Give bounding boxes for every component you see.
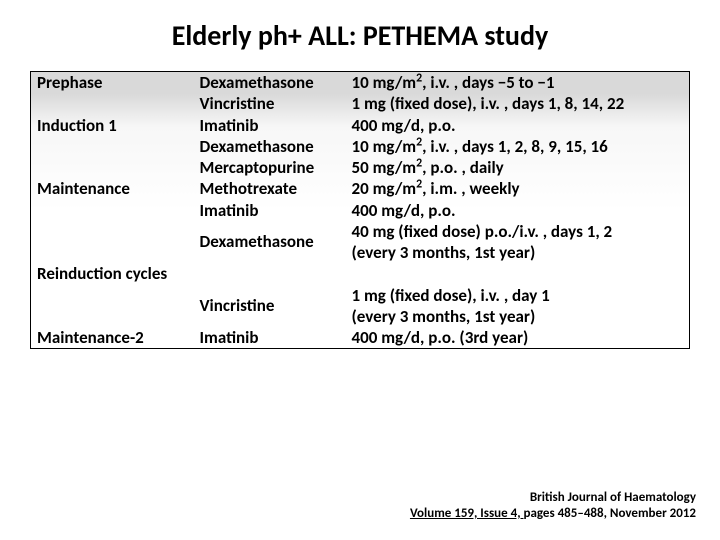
dose-cell: (every 3 months, 1st year) — [346, 306, 690, 327]
dose-cell: 400 mg/d, p.o. (3rd year) — [346, 327, 690, 349]
drug-cell: Dexamethasone — [194, 136, 346, 157]
drug-cell: Vincristine — [194, 93, 346, 114]
dose-cell: 10 mg/m2, i.v. , days −5 to −1 — [346, 72, 690, 94]
phase-cell — [31, 157, 194, 178]
dose-cell: 10 mg/m2, i.v. , days 1, 2, 8, 9, 15, 16 — [346, 136, 690, 157]
drug-cell: Dexamethasone — [194, 221, 346, 264]
phase-cell: Induction 1 — [31, 115, 194, 136]
citation-pages: pages 485–488, November 2012 — [524, 506, 697, 521]
phase-cell: Reinduction cycles — [31, 263, 194, 284]
dose-cell: 50 mg/m2, p.o. , daily — [346, 157, 690, 178]
dose-cell: 1 mg (fixed dose), i.v. , days 1, 8, 14,… — [346, 93, 690, 114]
citation-journal: British Journal of Haematology — [410, 490, 696, 506]
dose-cell: 400 mg/d, p.o. — [346, 115, 690, 136]
drug-cell: Methotrexate — [194, 178, 346, 199]
phase-cell: Maintenance-2 — [31, 327, 194, 349]
phase-cell — [31, 221, 194, 242]
table-row: (every 3 months, 1st year) — [31, 306, 690, 327]
drug-cell: Imatinib — [194, 115, 346, 136]
table-row: Mercaptopurine50 mg/m2, p.o. , daily — [31, 157, 690, 178]
dose-cell: 40 mg (fixed dose) p.o./i.v. , days 1, 2 — [346, 221, 690, 242]
drug-cell: Mercaptopurine — [194, 157, 346, 178]
treatment-table-wrap: PrephaseDexamethasone10 mg/m2, i.v. , da… — [30, 71, 690, 349]
phase-cell — [31, 306, 194, 327]
dose-cell: (every 3 months, 1st year) — [346, 242, 690, 263]
dose-cell: 20 mg/m2, i.m. , weekly — [346, 178, 690, 199]
table-row: (every 3 months, 1st year) — [31, 242, 690, 263]
table-row: Dexamethasone10 mg/m2, i.v. , days 1, 2,… — [31, 136, 690, 157]
table-row: Dexamethasone40 mg (fixed dose) p.o./i.v… — [31, 221, 690, 242]
phase-cell — [31, 200, 194, 221]
page-title: Elderly ph+ ALL: PETHEMA study — [0, 0, 720, 71]
dose-cell: 1 mg (fixed dose), i.v. , day 1 — [346, 285, 690, 306]
table-row: Induction 1Imatinib400 mg/d, p.o. — [31, 115, 690, 136]
drug-cell: Imatinib — [194, 200, 346, 221]
treatment-table: PrephaseDexamethasone10 mg/m2, i.v. , da… — [30, 71, 690, 349]
table-row: Maintenance-2Imatinib400 mg/d, p.o. (3rd… — [31, 327, 690, 349]
table-row: Reinduction cycles — [31, 263, 690, 284]
table-row: Vincristine1 mg (fixed dose), i.v. , day… — [31, 93, 690, 114]
citation: British Journal of Haematology Volume 15… — [410, 490, 696, 523]
phase-cell: Maintenance — [31, 178, 194, 199]
drug-cell: Vincristine — [194, 285, 346, 328]
phase-cell — [31, 93, 194, 114]
table-row: PrephaseDexamethasone10 mg/m2, i.v. , da… — [31, 72, 690, 94]
dose-cell — [346, 263, 690, 284]
citation-vol-issue: Volume 159, Issue 4, — [410, 506, 524, 521]
table-row: MaintenanceMethotrexate20 mg/m2, i.m. , … — [31, 178, 690, 199]
drug-cell: Dexamethasone — [194, 72, 346, 94]
drug-cell: Imatinib — [194, 327, 346, 349]
table-row: Vincristine1 mg (fixed dose), i.v. , day… — [31, 285, 690, 306]
phase-cell — [31, 136, 194, 157]
dose-cell: 400 mg/d, p.o. — [346, 200, 690, 221]
drug-cell — [194, 263, 346, 284]
phase-cell — [31, 285, 194, 306]
table-row: Imatinib400 mg/d, p.o. — [31, 200, 690, 221]
citation-detail: Volume 159, Issue 4, pages 485–488, Nove… — [410, 506, 696, 522]
phase-cell — [31, 242, 194, 263]
phase-cell: Prephase — [31, 72, 194, 94]
